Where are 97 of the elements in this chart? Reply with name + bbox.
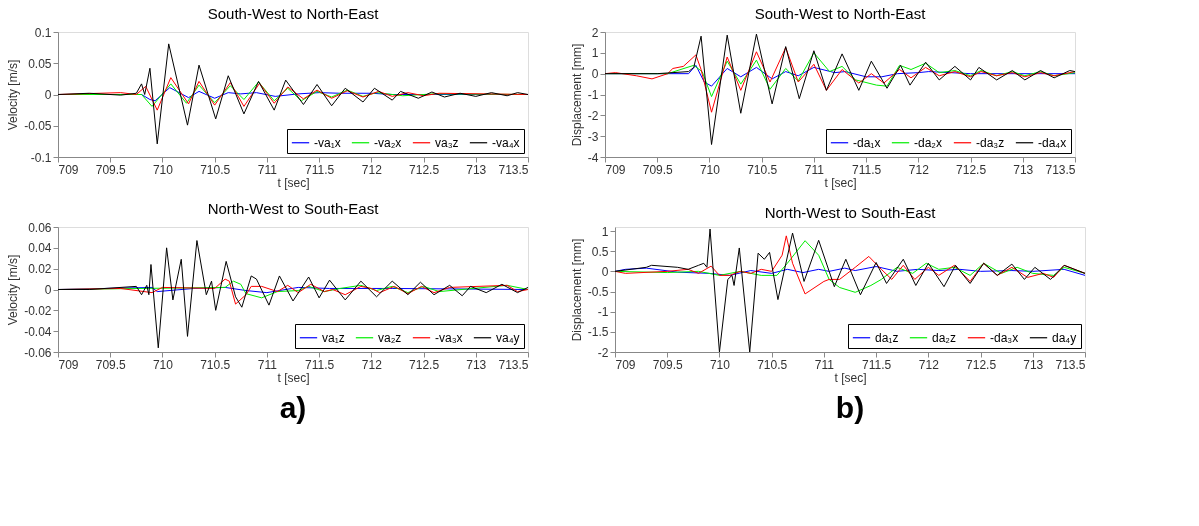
x-tick-label: 713 (466, 162, 487, 177)
y-tick-label: -2 (587, 108, 599, 123)
x-tick-label: 711 (814, 357, 835, 372)
y-tick-label: -3 (587, 129, 599, 144)
y-tick-label: 0.06 (28, 220, 52, 235)
text: a) (279, 391, 307, 424)
x-tick-label: 710.5 (757, 357, 788, 372)
x-tick-label: 712 (361, 162, 383, 177)
legend-label: -da₄x (1038, 135, 1067, 150)
x-tick-label: 711.5 (852, 162, 882, 177)
legend-label: da₁z (875, 330, 899, 345)
legend-label: -da₂x (914, 135, 943, 150)
text: b) (835, 391, 865, 424)
x-tick-label: 711 (257, 162, 278, 177)
y-tick-label: 1 (601, 224, 609, 239)
x-tick-label: 711 (257, 357, 278, 372)
chart-title: South-West to North-East (754, 5, 927, 22)
legend-label: da₂z (932, 330, 957, 345)
x-axis-title: t [sec] (277, 175, 310, 190)
x-tick-label: 712.5 (409, 357, 440, 372)
y-tick-label: 2 (591, 25, 599, 40)
x-tick-label: 709.5 (642, 162, 674, 177)
y-tick-label: -1 (587, 88, 599, 102)
y-tick-label: -0.05 (24, 119, 52, 134)
y-axis-title: Displacement [mm] (569, 43, 584, 147)
x-tick-label: 709.5 (95, 357, 127, 372)
legend-label: -da₃x (990, 330, 1019, 345)
y-tick-label: -0.06 (24, 345, 52, 360)
x-tick-label: 713.5 (1055, 357, 1086, 372)
y-tick-label: 0.04 (28, 241, 52, 256)
legend-label: -va₂x (374, 135, 402, 150)
x-tick-label: 713 (1013, 162, 1034, 177)
y-tick-label: -2 (597, 345, 609, 360)
y-tick-label: 0.05 (28, 56, 52, 71)
x-axis-title: t [sec] (277, 370, 310, 385)
legend-label: va₂z (378, 330, 402, 345)
legend-label: -va₁x (314, 135, 341, 150)
y-tick-label: -0.1 (30, 150, 52, 165)
x-tick-label: 709.5 (95, 162, 127, 177)
x-tick-label: 709 (58, 357, 79, 372)
y-tick-label: 0.02 (28, 262, 52, 277)
x-tick-label: 712.5 (956, 162, 987, 177)
y-tick-label: 0.5 (591, 244, 609, 259)
x-tick-label: 710 (699, 162, 721, 177)
legend-label: -da₃z (976, 135, 1005, 150)
x-tick-label: 710.5 (200, 357, 231, 372)
x-tick-label: 711.5 (862, 357, 892, 372)
y-tick-label: 0 (44, 283, 52, 297)
x-axis-title: t [sec] (834, 370, 867, 385)
y-tick-label: -1.5 (587, 325, 609, 340)
y-tick-label: -0.04 (24, 324, 52, 339)
x-tick-label: 709.5 (652, 357, 684, 372)
y-axis-title: Velocity [m/s] (6, 254, 21, 326)
x-tick-label: 711 (804, 162, 825, 177)
y-tick-label: -0.5 (587, 285, 609, 300)
x-tick-label: 709 (58, 162, 79, 177)
x-tick-label: 710 (152, 162, 174, 177)
x-tick-label: 713.5 (1045, 162, 1076, 177)
y-tick-label: 0.1 (34, 25, 52, 40)
x-tick-label: 712 (918, 357, 940, 372)
x-tick-label: 711.5 (305, 357, 335, 372)
legend-label: va₁z (322, 330, 345, 345)
x-tick-label: 713 (466, 357, 487, 372)
y-axis-title: Velocity [m/s] (6, 59, 21, 131)
chart-title: North-West to South-East (207, 200, 380, 217)
x-tick-label: 711.5 (305, 162, 335, 177)
y-tick-label: -4 (587, 150, 599, 165)
line-series (58, 240, 528, 349)
x-tick-label: 710.5 (200, 162, 231, 177)
x-tick-label: 710.5 (747, 162, 778, 177)
x-axis-title: t [sec] (824, 175, 857, 190)
y-tick-label: 1 (591, 46, 599, 61)
legend-label: -da₁x (853, 135, 881, 150)
y-tick-label: 0 (591, 67, 599, 82)
x-tick-label: 713.5 (498, 162, 529, 177)
x-tick-label: 713 (1023, 357, 1044, 372)
x-tick-label: 712.5 (966, 357, 997, 372)
y-tick-label: -0.02 (24, 303, 52, 318)
legend-label: va₄y (496, 330, 520, 345)
x-tick-label: 713.5 (498, 357, 529, 372)
x-tick-label: 712.5 (409, 162, 440, 177)
legend-label: -va₃x (435, 330, 463, 345)
y-tick-label: -1 (597, 305, 609, 320)
y-tick-label: 0 (44, 88, 52, 102)
chart-title: South-West to North-East (207, 5, 380, 22)
legend-label: da₄y (1052, 330, 1077, 345)
y-axis-title: Displacement [mm] (569, 238, 584, 342)
legend-label: -va₄x (492, 135, 520, 150)
chart-title: North-West to South-East (764, 204, 937, 222)
x-tick-label: 709 (615, 357, 636, 372)
x-tick-label: 712 (361, 357, 383, 372)
x-tick-label: 712 (908, 162, 930, 177)
x-tick-label: 710 (709, 357, 731, 372)
y-tick-label: 0 (601, 264, 609, 279)
legend-label: va₃z (435, 135, 459, 150)
x-tick-label: 710 (152, 357, 174, 372)
x-tick-label: 709 (605, 162, 626, 177)
